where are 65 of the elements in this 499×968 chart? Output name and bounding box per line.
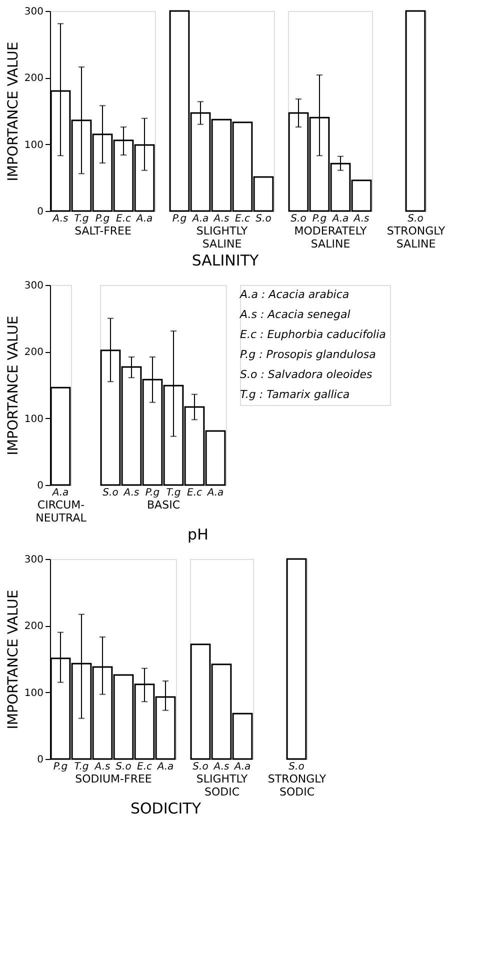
x-tick-label: A.a	[233, 762, 251, 772]
x-tick-label: E.c	[137, 762, 152, 772]
x-tick-label: E.c	[187, 488, 202, 498]
y-tick-label: 0	[37, 754, 44, 766]
x-axis-title: SALT-FREE	[74, 224, 132, 238]
y-tick-label: 200	[24, 73, 44, 84]
text: T.g : Tamarix gallica	[240, 388, 350, 401]
text: pH	[188, 526, 208, 544]
text: E.c : Euphorbia caducifolia	[240, 328, 386, 341]
x-tick-label: A.s	[212, 762, 230, 772]
x-axis-title: CIRCUM- NEUTRAL	[36, 498, 88, 524]
x-tick-label: A.a	[135, 214, 153, 224]
x-tick-label: A.s	[94, 762, 110, 772]
x-tick-label: T.g	[166, 488, 181, 498]
x-tick-label: P.g	[95, 214, 110, 224]
x-tick-label: A.s	[212, 214, 230, 224]
y-tick-label: 200	[24, 347, 44, 358]
text: A.s : Acacia senegal	[239, 308, 350, 321]
x-tick-label: S.o	[116, 762, 132, 772]
x-tick-label: A.a	[191, 214, 209, 224]
x-axis-title: SLIGHTLY SODIC	[196, 772, 248, 798]
x-tick-label: E.c	[116, 214, 132, 224]
y-tick-label: 200	[24, 621, 44, 632]
y-tick-label: 0	[37, 206, 44, 218]
text: A.a : Acacia arabica	[239, 288, 350, 301]
y-axis-title: IMPORTANCE VALUE	[5, 590, 22, 730]
x-axis-title: SLIGHTLY SALINE	[196, 224, 248, 250]
y-tick-label: 300	[24, 554, 44, 566]
y-tick-label: 300	[24, 280, 44, 292]
x-tick-label: A.s	[52, 214, 68, 224]
x-tick-label: S.o	[408, 214, 424, 224]
x-tick-label: S.o	[192, 762, 208, 772]
x-tick-label: E.c	[235, 214, 250, 224]
y-tick-label: 100	[24, 414, 44, 425]
x-tick-label: A.s	[122, 488, 140, 498]
x-tick-label: S.o	[102, 488, 118, 498]
y-axis-title: IMPORTANCE VALUE	[5, 42, 22, 182]
text: S.o : Salvadora oleoides	[240, 368, 372, 381]
x-tick-label: S.o	[256, 214, 272, 224]
x-tick-label: A.a	[156, 762, 174, 772]
x-axis-title: SODIUM-FREE	[75, 772, 152, 786]
x-tick-label: P.g	[53, 762, 68, 772]
x-tick-label: P.g	[312, 214, 327, 224]
text: SODICITY	[130, 800, 202, 818]
y-tick-label: 300	[24, 6, 44, 18]
x-tick-label: T.g	[74, 762, 89, 772]
x-tick-label: S.o	[290, 214, 306, 224]
x-tick-label: A.a	[331, 214, 349, 224]
x-axis-title: STRONGLY SODIC	[268, 772, 326, 798]
x-tick-label: P.g	[145, 488, 160, 498]
x-axis-title: BASIC	[147, 498, 180, 512]
text: SALINITY	[192, 252, 260, 270]
x-tick-label: A.a	[206, 488, 224, 498]
text: P.g : Prosopis glandulosa	[240, 348, 376, 361]
x-tick-label: P.g	[172, 214, 187, 224]
y-tick-label: 0	[37, 480, 44, 492]
x-tick-label: A.s	[352, 214, 370, 224]
x-tick-label: T.g	[74, 214, 89, 224]
y-tick-label: 100	[24, 140, 44, 151]
y-tick-label: 100	[24, 688, 44, 699]
x-axis-title: STRONGLY SALINE	[386, 224, 446, 250]
x-tick-label: S.o	[288, 762, 304, 772]
x-tick-label: A.a	[51, 488, 69, 498]
x-axis-title: MODERATELY SALINE	[294, 224, 368, 250]
y-axis-title: IMPORTANCE VALUE	[5, 316, 22, 456]
